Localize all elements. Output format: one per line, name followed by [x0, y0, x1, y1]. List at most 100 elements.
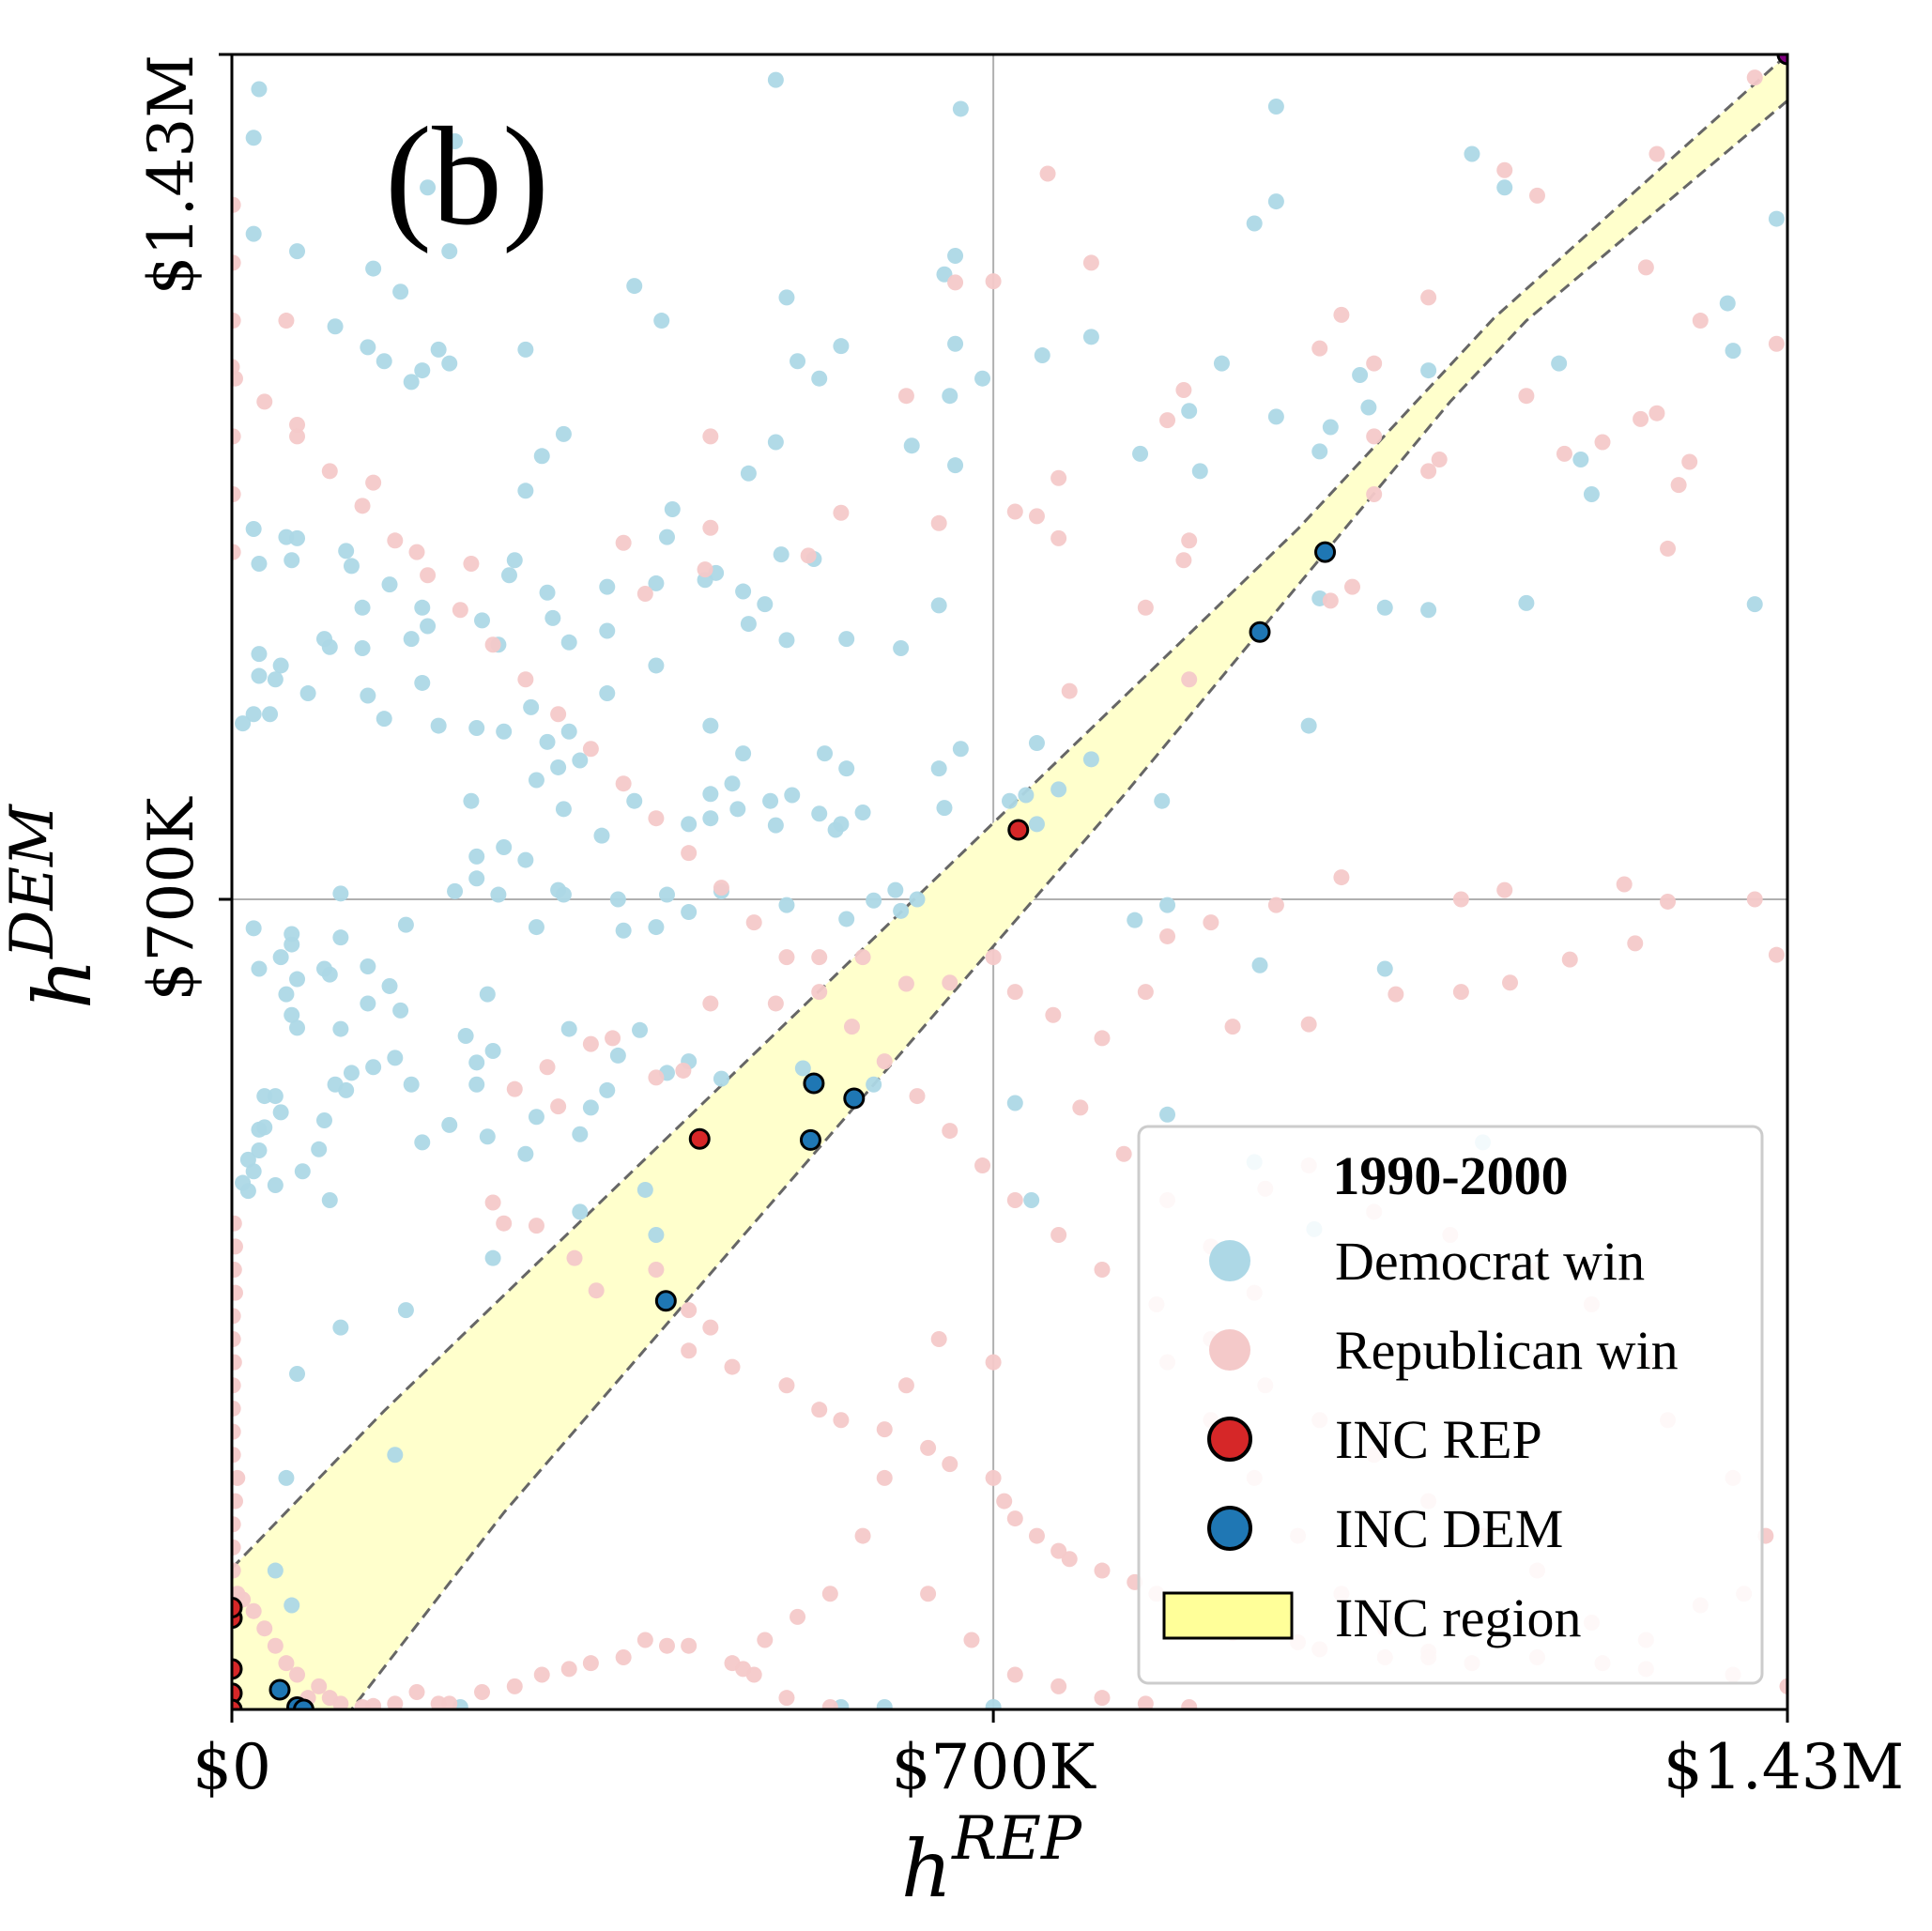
x-tick-label-0: $0: [192, 1731, 271, 1803]
dem-win-point-81: [1376, 599, 1393, 616]
rep-win-point-82: [675, 1062, 692, 1079]
dem-win-point-55: [555, 425, 572, 442]
rep-win-point-172: [232, 1215, 242, 1232]
dem-win-point-115: [468, 720, 485, 737]
dem-win-point-259: [582, 1099, 599, 1116]
plot-frame: [230, 53, 1789, 1711]
rep-win-point-14: [1159, 412, 1176, 429]
rep-win-point-210: [811, 984, 828, 1001]
dem-win-point-124: [648, 657, 665, 674]
rep-win-point-143: [387, 1695, 404, 1709]
dem-win-point-53: [767, 434, 784, 451]
dem-win-point-26: [1420, 362, 1437, 379]
dem-win-point-54: [740, 465, 757, 482]
inc-dem-point-4: [799, 1128, 821, 1151]
dem-win-point-170: [838, 911, 855, 927]
rep-win-point-74: [1006, 984, 1023, 1001]
dem-win-point-82: [1518, 594, 1535, 611]
inc-dem-point-3: [843, 1087, 866, 1110]
rep-win-point-244: [1181, 1699, 1198, 1709]
dem-win-point-65: [414, 599, 431, 616]
dem-win-point-84: [1420, 602, 1437, 619]
dem-win-point-92: [893, 639, 910, 656]
rep-win-point-37: [1181, 532, 1198, 549]
rep-win-point-46: [1768, 335, 1785, 352]
dem-win-point-21: [1267, 193, 1284, 210]
dem-win-point-200: [479, 986, 496, 1003]
dem-win-point-256: [1028, 816, 1045, 833]
dem-win-point-155: [517, 851, 534, 868]
dem-win-point-22: [1246, 215, 1263, 232]
dem-win-point-88: [648, 575, 665, 591]
rep-win-point-236: [757, 1632, 774, 1648]
inc-rep-point-3: [232, 1658, 243, 1680]
dem-win-point-117: [523, 698, 540, 715]
rep-win-point-108: [1028, 1527, 1045, 1544]
dem-win-point-183: [289, 1019, 306, 1036]
dem-win-point-107: [262, 706, 279, 723]
dem-win-point-15: [327, 318, 344, 335]
dem-win-point-219: [256, 1088, 273, 1105]
rep-win-point-109: [1050, 1542, 1067, 1559]
rep-win-point-48: [289, 417, 306, 434]
rep-win-point-60: [1616, 876, 1633, 893]
rep-win-point-50: [408, 544, 425, 560]
y-tick-label-group-1: $1.43M: [135, 54, 207, 296]
rep-win-point-94: [648, 1262, 665, 1279]
rep-win-point-71: [1137, 984, 1154, 1001]
rep-win-point-7: [947, 274, 964, 291]
dem-win-point-52: [903, 437, 920, 454]
rep-win-point-152: [267, 1637, 284, 1654]
dem-win-point-252: [1127, 912, 1143, 928]
dem-win-point-195: [403, 1076, 420, 1093]
dem-win-point-50: [1132, 445, 1149, 462]
inc-rep-point-4: [232, 1682, 243, 1705]
dem-win-point-66: [354, 599, 371, 616]
rep-win-point-148: [311, 1678, 328, 1694]
rep-win-point-26: [1322, 592, 1339, 609]
dem-win-point-14: [392, 284, 409, 300]
rep-win-point-100: [811, 1402, 828, 1418]
rep-win-point-209: [843, 1019, 860, 1035]
dem-win-point-62: [284, 552, 300, 569]
rep-win-point-161: [232, 1469, 246, 1486]
dem-win-point-57: [517, 483, 534, 499]
dem-win-point-10: [441, 243, 458, 260]
y-tick-label-group-0: $700K: [135, 796, 207, 1002]
dem-win-point-197: [468, 1054, 485, 1071]
dem-win-point-13: [365, 260, 382, 277]
dem-win-point-128: [838, 760, 855, 777]
rep-win-point-166: [232, 1354, 242, 1371]
dem-win-point-106: [235, 715, 252, 732]
rep-win-point-51: [463, 555, 480, 572]
dem-win-point-257: [866, 1076, 882, 1093]
inc-rep-point-0: [1007, 819, 1030, 841]
dem-win-point-243: [284, 1597, 300, 1614]
rep-win-point-43: [1366, 428, 1383, 445]
dem-win-point-6: [1464, 146, 1480, 162]
rep-win-point-52: [1181, 671, 1198, 688]
rep-win-point-225: [321, 463, 338, 480]
rep-win-point-42: [1420, 463, 1437, 480]
rep-win-point-8: [1637, 259, 1654, 276]
rep-win-point-216: [615, 775, 632, 792]
dem-win-point-31: [974, 370, 991, 387]
dem-win-point-230: [794, 1060, 811, 1077]
rep-win-point-65: [1561, 951, 1578, 968]
rep-win-point-205: [974, 1157, 991, 1174]
rep-win-point-165: [232, 1377, 241, 1394]
rep-win-point-145: [354, 1699, 371, 1709]
dem-win-point-143: [1002, 792, 1018, 809]
dem-win-point-135: [702, 786, 719, 803]
dem-win-point-45: [1360, 399, 1377, 416]
rep-win-point-12: [1366, 355, 1383, 372]
inc-region-fill: [232, 54, 1787, 1709]
dem-win-point-236: [636, 1181, 653, 1198]
rep-win-point-3: [1528, 187, 1545, 204]
dem-win-point-226: [267, 1177, 284, 1194]
y-axis-label-superscript: DEM: [0, 804, 68, 959]
rep-win-point-66: [1502, 974, 1519, 991]
rep-win-point-41: [1556, 445, 1572, 462]
dem-win-point-171: [648, 919, 665, 936]
rep-win-point-147: [321, 1690, 338, 1707]
